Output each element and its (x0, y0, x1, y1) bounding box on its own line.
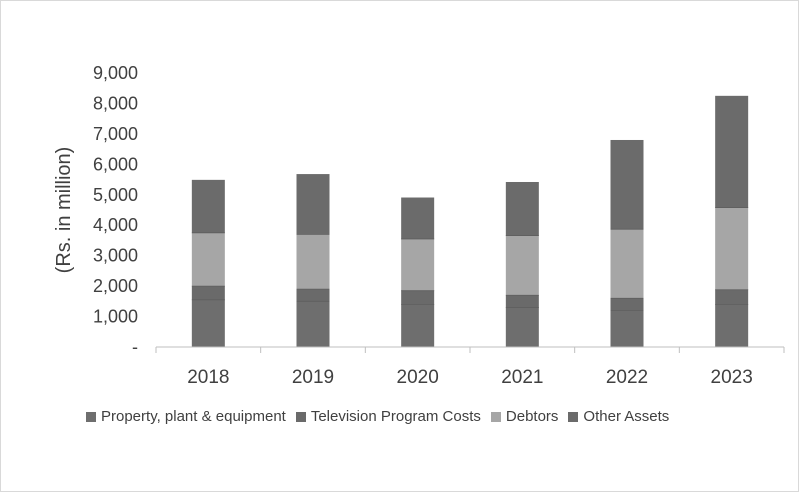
bar-segment-debtors-2023 (715, 207, 749, 290)
stacked-bar-chart: (Rs. in million) - 1,000 2,000 3,000 4,000 5,… (53, 63, 785, 388)
y-tick-label: - (132, 337, 138, 357)
legend-item: Property, plant & equipment (86, 408, 286, 425)
bar-segment-property-plant-equipment-2022 (610, 310, 644, 347)
bar-segment-property-plant-equipment-2021 (505, 307, 539, 347)
bar-segment-television-program-costs-2022 (610, 298, 644, 311)
bar-segment-other-assets-2020 (401, 197, 435, 239)
bar-segment-debtors-2020 (401, 238, 435, 291)
legend-swatch (86, 411, 96, 422)
y-axis-ticks: - 1,000 2,000 3,000 4,000 5,000 6,000 7,000 8,00… (93, 63, 138, 357)
y-axis-label: (Rs. in million) (53, 147, 75, 274)
legend-label: Other Assets (583, 408, 670, 425)
y-tick-label: 1,000 (93, 307, 138, 327)
legend-swatch (568, 411, 579, 422)
legend-swatch (490, 411, 501, 422)
legend-label: Property, plant & equipment (101, 408, 286, 425)
bar-segment-debtors-2021 (505, 235, 539, 296)
bar-segment-other-assets-2019 (296, 174, 330, 235)
x-tick-label: 2021 (501, 367, 543, 388)
bar-segment-debtors-2019 (296, 234, 330, 290)
legend-label: Television Program Costs (310, 408, 481, 425)
bars (191, 95, 749, 347)
x-tick-label: 2023 (711, 367, 753, 388)
x-tick-label: 2022 (606, 367, 648, 388)
y-tick-label: 5,000 (93, 185, 138, 205)
x-axis: 2018 2019 2020 2021 2022 2023 (155, 346, 785, 388)
y-tick-label: 9,000 (93, 63, 138, 83)
bar-segment-property-plant-equipment-2023 (715, 304, 749, 347)
y-tick-label: 8,000 (93, 93, 138, 113)
y-tick-label: 6,000 (93, 154, 138, 174)
bar-segment-television-program-costs-2019 (296, 289, 330, 302)
x-tick-label: 2018 (187, 367, 229, 388)
bar-segment-other-assets-2021 (505, 181, 539, 236)
bar-segment-television-program-costs-2018 (191, 286, 225, 300)
y-tick-label: 2,000 (93, 276, 138, 296)
bar-segment-other-assets-2022 (610, 139, 644, 230)
x-tick-label: 2019 (292, 367, 334, 388)
bar-segment-television-program-costs-2021 (505, 295, 539, 308)
bar-segment-property-plant-equipment-2018 (191, 299, 225, 347)
legend-item: Other Assets (568, 408, 669, 425)
bar-segment-property-plant-equipment-2020 (401, 304, 435, 347)
y-tick-label: 3,000 (93, 246, 138, 266)
bar-segment-debtors-2022 (610, 229, 644, 299)
bar-segment-television-program-costs-2020 (401, 290, 435, 305)
legend: Property, plant & equipment Television Pr… (86, 408, 679, 425)
y-tick-label: 7,000 (93, 124, 138, 144)
legend-swatch (295, 411, 306, 422)
bar-segment-other-assets-2023 (715, 95, 749, 208)
legend-label: Debtors (505, 408, 559, 425)
legend-item: Television Program Costs (295, 408, 481, 425)
bar-segment-property-plant-equipment-2019 (296, 301, 330, 347)
bar-segment-television-program-costs-2023 (715, 289, 749, 305)
legend-item: Debtors (490, 408, 559, 425)
x-tick-label: 2020 (397, 367, 439, 388)
bar-segment-other-assets-2018 (191, 179, 225, 233)
y-tick-label: 4,000 (93, 215, 138, 235)
bar-segment-debtors-2018 (191, 232, 225, 287)
